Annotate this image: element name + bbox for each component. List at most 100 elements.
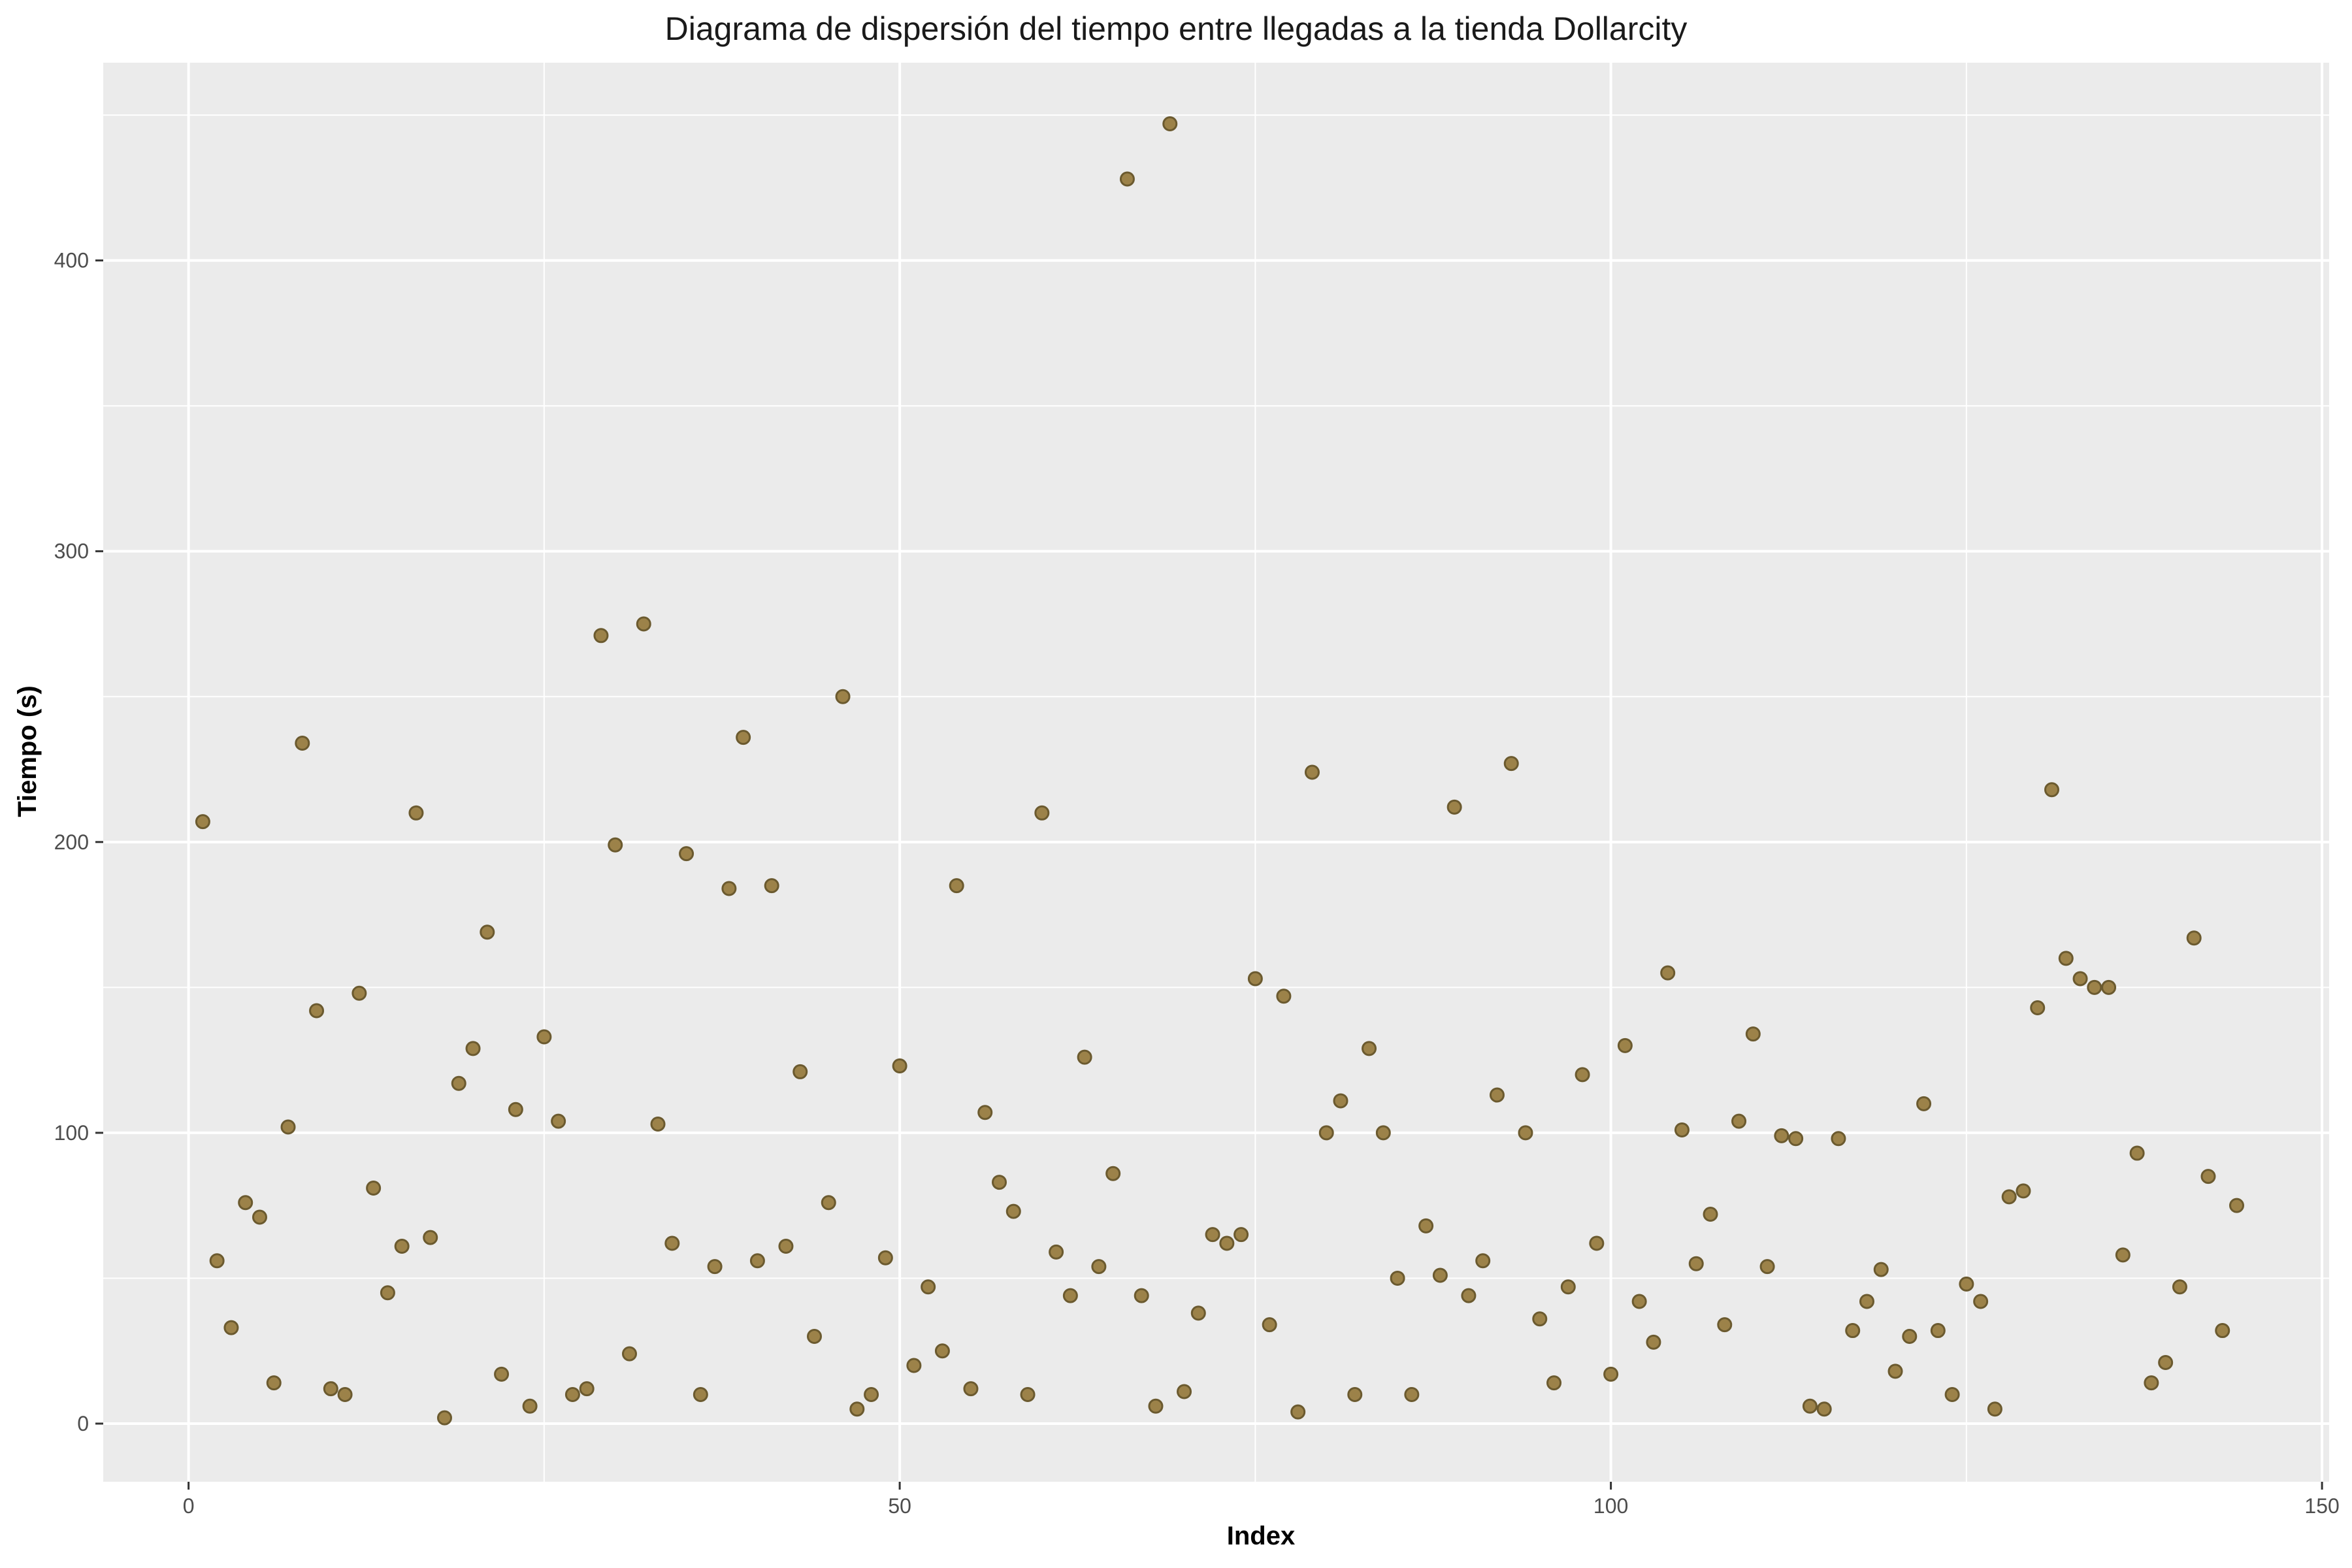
data-point <box>451 1075 466 1091</box>
data-point <box>1091 1259 1107 1275</box>
data-point <box>736 730 751 745</box>
data-point <box>1290 1404 1306 1420</box>
x-tick-label: 100 <box>1593 1494 1628 1518</box>
data-point <box>2016 1183 2031 1199</box>
data-point <box>1859 1294 1874 1309</box>
data-point <box>508 1102 523 1117</box>
y-axis-ticks: 0 100 200 300 400 <box>54 249 103 1435</box>
data-point <box>1262 1317 1277 1333</box>
data-point <box>806 1328 822 1344</box>
data-point <box>436 1410 452 1426</box>
data-point <box>1190 1305 1206 1321</box>
data-point <box>1049 1244 1064 1260</box>
data-point <box>1119 171 1135 187</box>
y-tick-label: 200 <box>54 830 89 854</box>
data-point <box>1774 1128 1789 1143</box>
data-point <box>949 878 964 894</box>
data-point <box>1532 1311 1548 1327</box>
data-point <box>1034 805 1050 821</box>
data-point <box>764 878 779 894</box>
data-point <box>693 1386 708 1402</box>
data-point <box>1902 1328 1918 1344</box>
data-point <box>2058 951 2074 966</box>
data-point <box>1546 1375 1562 1391</box>
y-tick-label: 0 <box>77 1412 89 1435</box>
data-point <box>608 837 623 853</box>
plot-panel <box>103 63 2329 1482</box>
data-point <box>1219 1235 1235 1251</box>
data-point <box>2115 1247 2131 1263</box>
data-point <box>280 1119 296 1135</box>
data-point <box>906 1358 922 1373</box>
data-point <box>1745 1026 1761 1042</box>
data-point <box>1148 1398 1164 1414</box>
data-point <box>465 1041 481 1056</box>
data-point <box>408 805 424 821</box>
data-point <box>1318 1125 1334 1141</box>
data-point <box>223 1320 239 1335</box>
data-point <box>1446 799 1462 815</box>
data-point <box>2229 1198 2244 1213</box>
x-tick-label: 0 <box>183 1494 195 1518</box>
data-point <box>1887 1364 1903 1379</box>
data-point <box>195 814 210 830</box>
data-point <box>337 1386 353 1402</box>
data-point <box>1959 1276 1974 1292</box>
data-point <box>707 1259 723 1275</box>
data-point <box>593 628 609 644</box>
data-point <box>1162 116 1178 131</box>
data-point <box>351 985 367 1001</box>
data-point <box>749 1253 765 1269</box>
y-axis-title: Tiempo (s) <box>13 685 42 817</box>
data-point <box>1404 1386 1420 1402</box>
data-point <box>536 1029 552 1045</box>
data-point <box>2200 1169 2216 1184</box>
data-point <box>1134 1288 1149 1303</box>
x-axis-title: Index <box>1227 1522 1295 1550</box>
data-point <box>2101 979 2117 995</box>
chart-title: Diagrama de dispersión del tiempo entre … <box>664 10 1688 47</box>
data-point <box>1873 1262 1889 1277</box>
data-point <box>636 616 651 632</box>
data-point <box>1930 1323 1946 1339</box>
data-point <box>1816 1401 1832 1417</box>
data-point <box>2129 1145 2145 1161</box>
y-tick-label: 300 <box>54 540 89 563</box>
data-point <box>494 1366 510 1382</box>
x-tick-label: 50 <box>888 1494 911 1518</box>
data-point <box>1077 1049 1092 1065</box>
data-point <box>1788 1131 1804 1147</box>
data-point <box>1362 1041 1377 1056</box>
data-point <box>1987 1401 2002 1417</box>
data-point <box>1475 1253 1491 1269</box>
data-point <box>1617 1037 1633 1053</box>
data-point <box>1646 1334 1661 1350</box>
data-point <box>1418 1218 1434 1233</box>
data-point <box>1831 1131 1846 1147</box>
x-axis-ticks: 0 50 100 150 <box>183 1482 2340 1518</box>
data-point <box>664 1235 680 1251</box>
data-point <box>1603 1366 1619 1382</box>
data-point <box>849 1401 865 1417</box>
data-point <box>323 1381 338 1397</box>
data-point <box>480 924 495 940</box>
data-point <box>1020 1386 1036 1402</box>
data-point <box>1759 1259 1775 1275</box>
data-point <box>309 1003 325 1019</box>
data-point <box>992 1175 1007 1190</box>
data-point <box>1660 965 1676 981</box>
data-point <box>1375 1125 1391 1141</box>
data-point <box>1703 1207 1718 1222</box>
data-point <box>1489 1087 1505 1103</box>
data-point <box>266 1375 282 1391</box>
data-point <box>522 1398 538 1414</box>
data-point <box>1333 1093 1348 1109</box>
data-point <box>1062 1288 1078 1303</box>
data-point <box>1276 988 1292 1004</box>
data-point <box>1105 1166 1121 1181</box>
data-point <box>380 1285 395 1301</box>
y-tick-label: 400 <box>54 249 89 272</box>
data-point <box>2172 1279 2187 1295</box>
data-point <box>1461 1288 1477 1303</box>
